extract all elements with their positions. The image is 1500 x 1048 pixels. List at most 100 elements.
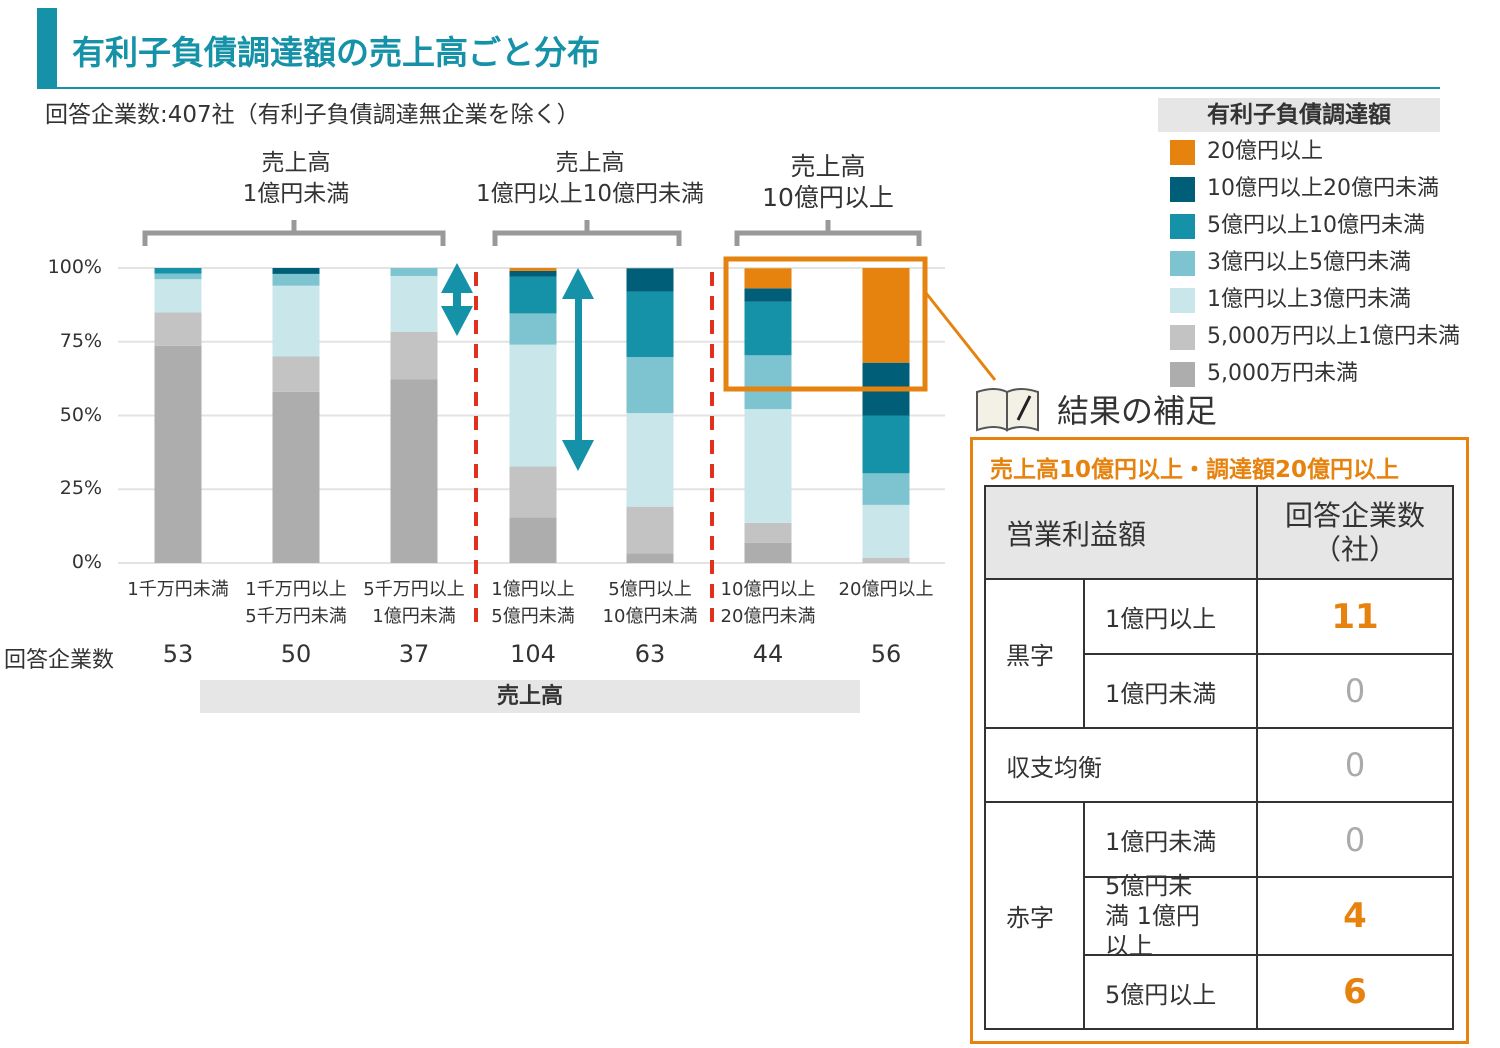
note-box [970, 437, 1469, 1044]
note-subtitle: 売上高10億円以上・調達額20億円以上 [990, 457, 1400, 483]
legend-item: 5億円以上10億円未満 [1170, 212, 1425, 240]
highlight-box [723, 256, 928, 392]
title-underline [37, 87, 1440, 89]
row-value: 0 [1256, 801, 1454, 878]
bar-segment [744, 288, 792, 302]
x-category-line: 1千万円以上 [245, 579, 347, 600]
group-profit: 黒字 [984, 578, 1085, 729]
group-label-1: 売上高 1億円未満 [196, 148, 396, 210]
page-title: 有利子負債調達額の売上高ごと分布 [72, 33, 600, 72]
bracket-3 [734, 220, 922, 246]
count-value: 63 [634, 640, 666, 668]
legend-label: 10億円以上20億円未満 [1207, 176, 1439, 201]
bar-segment [862, 504, 910, 558]
group-label-line: 売上高 [790, 152, 866, 181]
legend-label: 1億円以上3億円未満 [1207, 287, 1411, 312]
bar-segment [154, 279, 202, 313]
bar-segment [626, 413, 674, 507]
group-label-line: 売上高 [261, 150, 331, 176]
bar-segment [744, 301, 792, 356]
legend-label: 3億円以上5億円未満 [1207, 250, 1411, 275]
legend-swatch [1170, 176, 1195, 202]
count-value: 53 [162, 640, 194, 668]
note-title: 結果の補足 [1057, 392, 1218, 430]
legend-item: 5,000万円以上1億円未満 [1170, 323, 1460, 351]
legend-label: 5,000万円以上1億円未満 [1207, 324, 1460, 349]
bar-segment [272, 268, 320, 274]
y-tick-label: 0% [71, 551, 102, 573]
bar-segment [154, 273, 202, 280]
group-brackets [142, 220, 922, 246]
bar-segment [272, 285, 320, 357]
bracket-2 [492, 220, 682, 246]
group-label-line: 10億円以上 [762, 183, 894, 212]
group-dividers [474, 272, 714, 625]
count-value: 37 [398, 640, 430, 668]
title-accent-bar [37, 8, 57, 88]
bar-segment [509, 313, 557, 345]
bar-segment [744, 542, 792, 563]
legend-item: 5,000万円未満 [1170, 360, 1358, 388]
row-label: 1億円未満 [1083, 653, 1258, 729]
row-value: 0 [1256, 727, 1454, 803]
x-category-line: 20億円未満 [720, 606, 816, 627]
count-label: 回答企業数 [4, 648, 115, 673]
bar-segment [509, 344, 557, 467]
group-balance: 収支均衡 [984, 727, 1258, 803]
y-tick-label: 100% [47, 256, 102, 278]
bar-segment [744, 522, 792, 543]
legend-label: 5,000万円未満 [1207, 361, 1358, 386]
bar-segment [862, 557, 910, 563]
group-label-3: 売上高 10億円以上 [728, 151, 928, 213]
bar-segment [272, 356, 320, 392]
bar-segment [390, 275, 438, 332]
row-label: 5億円未満 1億円以上 [1083, 872, 1258, 960]
bar-segment [626, 268, 674, 292]
bar-segment [509, 466, 557, 518]
group-label-2: 売上高 1億円以上10億円未満 [440, 148, 740, 210]
legend-item: 20億円以上 [1170, 138, 1323, 166]
double-arrow-large-icon [562, 268, 594, 471]
header-count: 回答企業数（社） [1256, 485, 1454, 580]
bar-segment [390, 379, 438, 563]
row-label: 5億円以上 [1083, 954, 1258, 1030]
double-arrow-small-icon [441, 263, 473, 336]
x-category-label: 10億円以上 20億円未満 [709, 576, 827, 630]
legend-label: 5億円以上10億円未満 [1207, 213, 1425, 238]
x-category-line: 5億円以上 [608, 579, 692, 600]
legend-swatch [1170, 213, 1195, 239]
count-value: 104 [510, 640, 556, 668]
x-category-line: 1億円未満 [372, 606, 456, 627]
x-category-label: 5億円以上 10億円未満 [591, 576, 709, 630]
legend-label: 20億円以上 [1207, 139, 1323, 164]
legend-swatch [1170, 361, 1195, 387]
bar-segment [509, 517, 557, 563]
x-category-label: 1千万円未満 [119, 576, 237, 630]
bar-segment [272, 273, 320, 286]
row-label: 1億円未満 [1083, 801, 1258, 878]
bar-segment [509, 276, 557, 314]
count-value: 44 [752, 640, 784, 668]
x-axis-title: 売上高 [200, 680, 860, 713]
bar-segment [390, 268, 438, 276]
y-tick-label: 50% [59, 403, 102, 426]
row-value: 6 [1256, 954, 1454, 1030]
legend-swatch [1170, 250, 1195, 276]
subtitle: 回答企業数:407社（有利子負債調達無企業を除く） [45, 102, 580, 128]
bar-segment [744, 355, 792, 410]
legend-swatch [1170, 287, 1195, 313]
x-category-line: 1億円以上 [491, 579, 575, 600]
count-value: 56 [870, 640, 902, 668]
bar-segment [154, 312, 202, 346]
bar-segment [626, 291, 674, 358]
row-label: 1億円以上 [1083, 578, 1258, 655]
x-category-line: 10億円未満 [602, 606, 698, 627]
legend-item: 3億円以上5億円未満 [1170, 249, 1411, 277]
row-value: 4 [1256, 876, 1454, 956]
book-icon [976, 388, 1039, 432]
bar-segment [272, 391, 320, 563]
legend-swatch [1170, 139, 1195, 165]
bar-segment [154, 345, 202, 563]
